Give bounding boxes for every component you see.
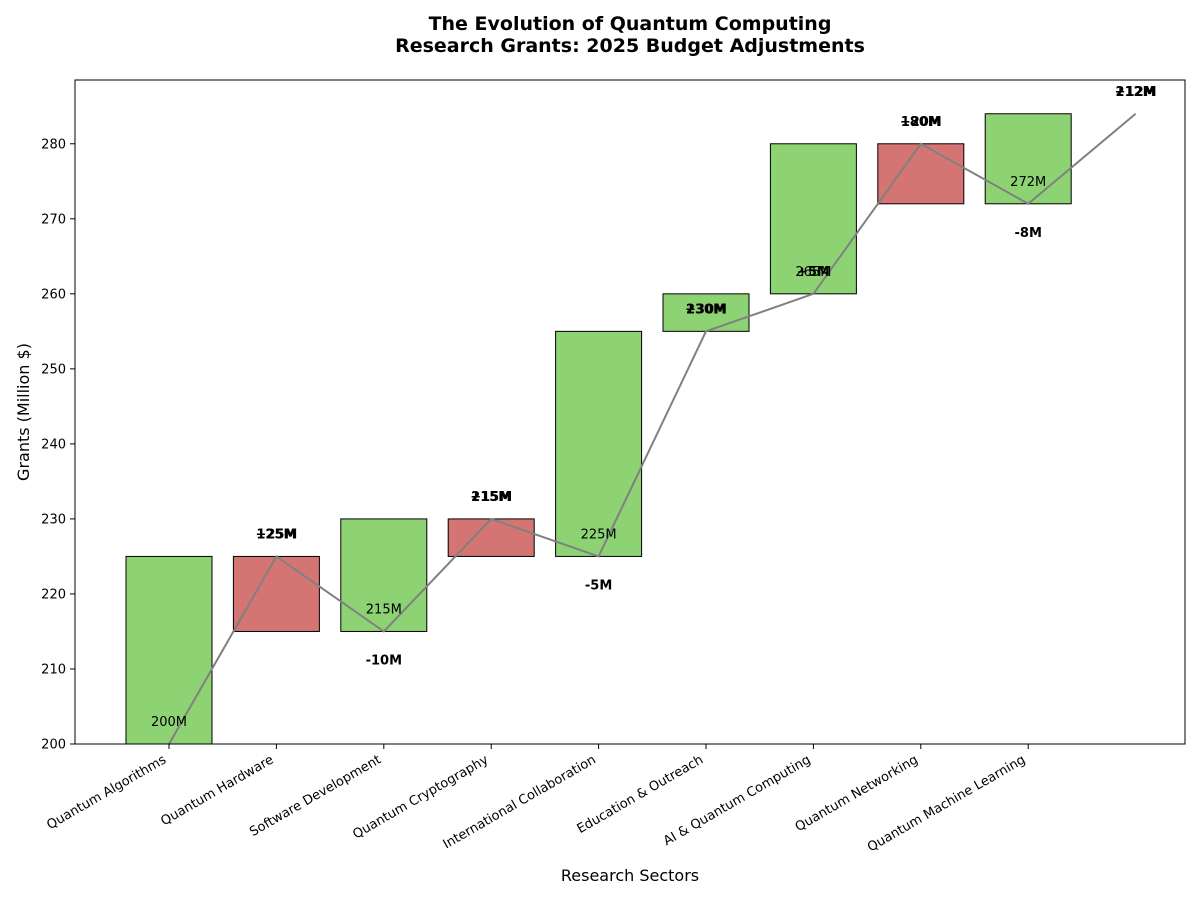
chart-title-line-1: The Evolution of Quantum Computing	[429, 13, 832, 35]
delta-label-5: 215M	[471, 490, 511, 505]
delta-label-6: -5M	[585, 578, 612, 593]
delta-label-13: +12M	[1115, 85, 1157, 100]
bar-8	[877, 143, 965, 205]
bar-5	[555, 330, 643, 557]
delta-label-2: 125M	[256, 527, 296, 542]
y-tick-label-4: 230	[41, 512, 66, 527]
value-label-2: 215M	[366, 602, 402, 617]
y-tick-label-9: 280	[41, 137, 66, 152]
cumulative-line	[168, 112, 1137, 745]
y-tick-label-6: 250	[41, 362, 66, 377]
plot-frame	[74, 79, 1186, 745]
delta-label-11: 180M	[901, 115, 941, 130]
delta-label-1: +25M	[255, 527, 297, 542]
bar-2	[232, 555, 320, 632]
y-tick-label-7: 260	[41, 287, 66, 302]
delta-label-9: +5M	[797, 265, 830, 280]
bar-1	[125, 555, 213, 745]
delta-label-7: +30M	[685, 302, 727, 317]
value-label-4: 265M	[795, 265, 831, 280]
delta-label-10: +20M	[900, 115, 942, 130]
bar-6	[662, 293, 750, 332]
bar-3	[340, 518, 428, 632]
value-label-1: 200M	[151, 715, 187, 730]
value-label-5: 272M	[1010, 175, 1046, 190]
bar-7	[769, 143, 857, 295]
y-tick-label-1: 200	[41, 738, 66, 753]
delta-label-12: -8M	[1015, 226, 1042, 241]
x-tick-label-1: Quantum Algorithms	[44, 752, 169, 833]
y-tick-label-2: 210	[41, 662, 66, 677]
x-tick-label-2: Quantum Hardware	[158, 752, 276, 829]
x-axis-label: Research Sectors	[561, 866, 699, 885]
delta-label-14: 212M	[1116, 85, 1156, 100]
delta-label-8: 230M	[686, 302, 726, 317]
y-tick-label-8: 270	[41, 212, 66, 227]
y-axis-label: Grants (Million $)	[14, 343, 33, 481]
bar-9	[984, 113, 1072, 205]
value-label-3: 225M	[581, 527, 617, 542]
chart-title-line-2: Research Grants: 2025 Budget Adjustments	[395, 35, 865, 57]
y-tick-label-3: 220	[41, 587, 66, 602]
plot-area: 200M215M225M265M272M+25M125M-10M+15M215M…	[41, 79, 1186, 855]
y-tick-label-5: 240	[41, 437, 66, 452]
delta-label-3: -10M	[366, 653, 402, 668]
delta-label-4: +15M	[470, 490, 512, 505]
